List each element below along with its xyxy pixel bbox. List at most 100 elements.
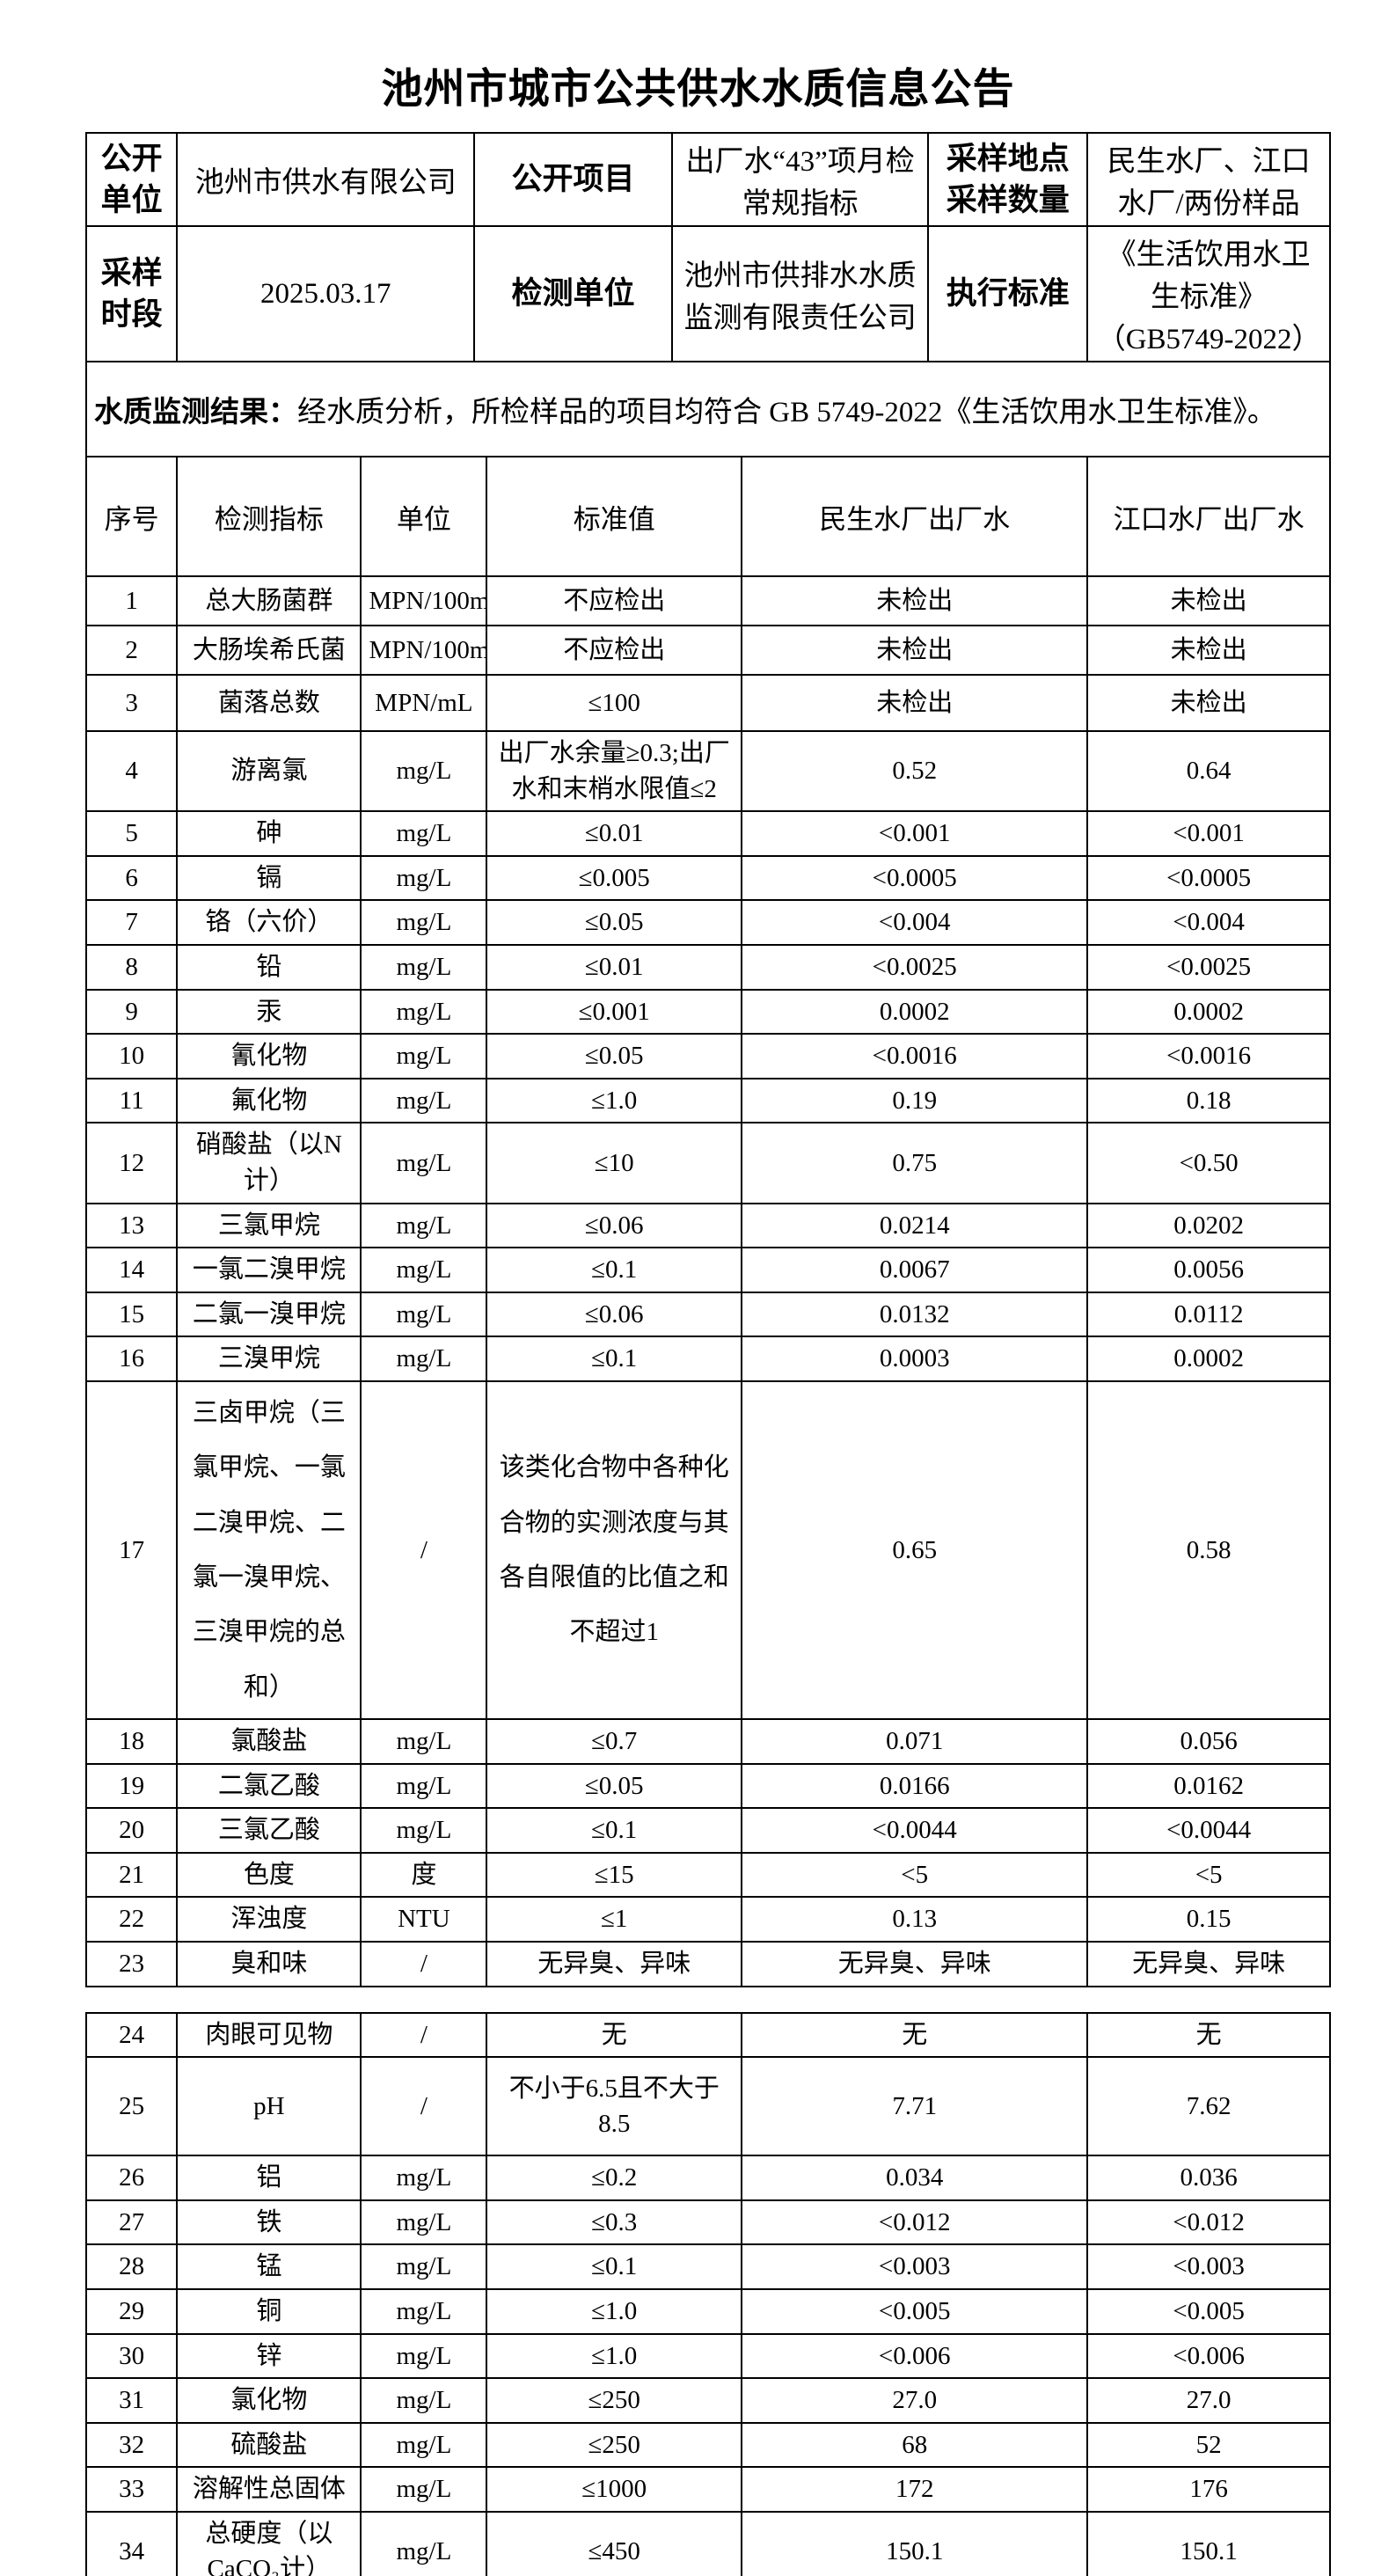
cell-minsheng-value: 0.52 <box>741 729 1089 813</box>
indicator-row: 11 氟化物 mg/L ≤1.0 0.19 0.18 <box>84 1077 1331 1124</box>
cell-no: 30 <box>84 2332 179 2380</box>
cell-standard: ≤0.1 <box>486 1807 743 1854</box>
cell-indicator: 镉 <box>176 854 362 902</box>
cell-standard: ≤250 <box>486 2421 743 2469</box>
indicator-row: 22 浑浊度 NTU ≤1 0.13 0.15 <box>84 1896 1331 1943</box>
cell-indicator: 氰化物 <box>176 1033 362 1079</box>
cell-unit: 度 <box>360 1851 488 1899</box>
cell-unit: mg/L <box>360 854 488 902</box>
cell-standard: 不应检出 <box>486 575 743 626</box>
cell-unit: mg/L <box>360 943 488 991</box>
cell-no: 15 <box>84 1291 179 1338</box>
cell-jiangkou-value: 未检出 <box>1086 575 1331 626</box>
cell-indicator: 二氯乙酸 <box>176 1762 362 1810</box>
indicator-table-part1: 序号 检测指标 单位 标准值 民生水厂出厂水 江口水厂出厂水 1 总大肠菌群 M… <box>84 456 1331 1987</box>
cell-indicator: 大肠埃希氏菌 <box>176 625 362 676</box>
indicator-row: 17 三卤甲烷（三氯甲烷、一氯二溴甲烷、二氯一溴甲烷、三溴甲烷的总和） / 该类… <box>84 1379 1331 1720</box>
indicator-row: 9 汞 mg/L ≤0.001 0.0002 0.0002 <box>84 988 1331 1036</box>
cell-no: 18 <box>84 1717 179 1765</box>
cell-unit: mg/L <box>360 988 488 1036</box>
cell-minsheng-value: 0.034 <box>741 2155 1089 2201</box>
cell-no: 24 <box>84 2011 179 2059</box>
cell-minsheng-value: 0.13 <box>741 1896 1089 1943</box>
indicator-row: 33 溶解性总固体 mg/L ≤1000 172 176 <box>84 2466 1331 2513</box>
cell-standard: 该类化合物中各种化合物的实测浓度与其各自限值的比值之和不超过1 <box>486 1379 743 1720</box>
cell-no: 8 <box>84 943 179 991</box>
cell-jiangkou-value: 0.056 <box>1086 1717 1331 1765</box>
cell-unit: mg/L <box>360 1717 488 1765</box>
value-sampling-site-count: 民生水厂、江口水厂/两份样品 <box>1086 132 1331 227</box>
cell-indicator: 总大肠菌群 <box>176 575 362 626</box>
cell-standard: ≤15 <box>486 1851 743 1899</box>
cell-minsheng-value: <5 <box>741 1851 1089 1899</box>
label-public-item: 公开项目 <box>473 132 673 227</box>
cell-unit: mg/L <box>360 1077 488 1124</box>
cell-no: 12 <box>84 1122 179 1204</box>
cell-indicator: 色度 <box>176 1851 362 1899</box>
value-sampling-period: 2025.03.17 <box>176 225 476 362</box>
cell-standard: ≤1.0 <box>486 1077 743 1124</box>
cell-jiangkou-value: 150.1 <box>1086 2510 1331 2576</box>
value-public-unit: 池州市供水有限公司 <box>176 132 476 227</box>
cell-jiangkou-value: 0.15 <box>1086 1896 1331 1943</box>
cell-jiangkou-value: 0.0202 <box>1086 1202 1331 1249</box>
cell-no: 28 <box>84 2243 179 2290</box>
cell-no: 23 <box>84 1940 179 1987</box>
cell-jiangkou-value: 0.58 <box>1086 1379 1331 1720</box>
cell-minsheng-value: <0.0044 <box>741 1807 1089 1854</box>
cell-jiangkou-value: <0.004 <box>1086 899 1331 946</box>
indicator-row: 30 锌 mg/L ≤1.0 <0.006 <0.006 <box>84 2332 1331 2380</box>
cell-minsheng-value: <0.0025 <box>741 943 1089 991</box>
cell-standard: ≤0.1 <box>486 2243 743 2290</box>
cell-minsheng-value: 未检出 <box>741 674 1089 732</box>
result-banner: 水质监测结果： 经水质分析，所检样品的项目均符合 GB 5749-2022《生活… <box>85 361 1331 457</box>
cell-minsheng-value: 68 <box>741 2421 1089 2469</box>
cell-indicator: 臭和味 <box>176 1940 362 1987</box>
cell-no: 17 <box>84 1379 179 1720</box>
cell-indicator: 溶解性总固体 <box>176 2466 362 2513</box>
header-no: 序号 <box>84 456 179 577</box>
cell-jiangkou-value: 52 <box>1086 2421 1331 2469</box>
cell-indicator: 氟化物 <box>176 1077 362 1124</box>
indicator-row: 15 二氯一溴甲烷 mg/L ≤0.06 0.0132 0.0112 <box>84 1291 1331 1338</box>
cell-no: 34 <box>84 2510 179 2576</box>
cell-standard: 出厂水余量≥0.3;出厂水和末梢水限值≤2 <box>486 729 743 813</box>
cell-jiangkou-value: 0.0112 <box>1086 1291 1331 1338</box>
cell-indicator: 硫酸盐 <box>176 2421 362 2469</box>
indicator-row: 31 氯化物 mg/L ≤250 27.0 27.0 <box>84 2377 1331 2424</box>
cell-minsheng-value: 150.1 <box>741 2510 1089 2576</box>
value-executive-standard: 《生活饮用水卫生标准》（GB5749-2022） <box>1086 225 1331 362</box>
cell-standard: ≤250 <box>486 2377 743 2424</box>
cell-minsheng-value: <0.003 <box>741 2243 1089 2290</box>
cell-no: 19 <box>84 1762 179 1810</box>
indicator-row: 14 一氯二溴甲烷 mg/L ≤0.1 0.0067 0.0056 <box>84 1247 1331 1293</box>
cell-indicator: 铜 <box>176 2287 362 2335</box>
cell-no: 16 <box>84 1336 179 1382</box>
cell-indicator: 汞 <box>176 988 362 1036</box>
cell-standard: ≤0.1 <box>486 1247 743 1293</box>
cell-standard: ≤0.3 <box>486 2199 743 2246</box>
header-standard: 标准值 <box>486 456 743 577</box>
cell-unit: mg/L <box>360 2377 488 2424</box>
cell-unit: MPN/100mL <box>360 575 488 626</box>
cell-no: 22 <box>84 1896 179 1943</box>
header-minsheng-plant: 民生水厂出厂水 <box>741 456 1089 577</box>
indicator-row: 23 臭和味 / 无异臭、异味 无异臭、异味 无异臭、异味 <box>84 1940 1331 1987</box>
indicator-row: 5 砷 mg/L ≤0.01 <0.001 <0.001 <box>84 810 1331 857</box>
cell-unit: mg/L <box>360 1762 488 1810</box>
indicator-row: 34 总硬度（以CaCO₃计） mg/L ≤450 150.1 150.1 <box>84 2510 1331 2576</box>
cell-jiangkou-value: 无异臭、异味 <box>1086 1940 1331 1987</box>
cell-indicator: 铝 <box>176 2155 362 2201</box>
cell-jiangkou-value: 7.62 <box>1086 2056 1331 2157</box>
cell-minsheng-value: <0.012 <box>741 2199 1089 2246</box>
cell-no: 7 <box>84 899 179 946</box>
indicator-row: 7 铬（六价） mg/L ≤0.05 <0.004 <0.004 <box>84 899 1331 946</box>
cell-minsheng-value: 0.0067 <box>741 1247 1089 1293</box>
cell-indicator: pH <box>176 2056 362 2157</box>
indicator-row: 25 pH / 不小于6.5且不大于8.5 7.71 7.62 <box>84 2056 1331 2157</box>
cell-unit: mg/L <box>360 1336 488 1382</box>
indicator-table-header: 序号 检测指标 单位 标准值 民生水厂出厂水 江口水厂出厂水 <box>84 456 1331 577</box>
cell-indicator: 游离氯 <box>176 729 362 813</box>
cell-jiangkou-value: 0.036 <box>1086 2155 1331 2201</box>
cell-minsheng-value: 0.75 <box>741 1122 1089 1204</box>
